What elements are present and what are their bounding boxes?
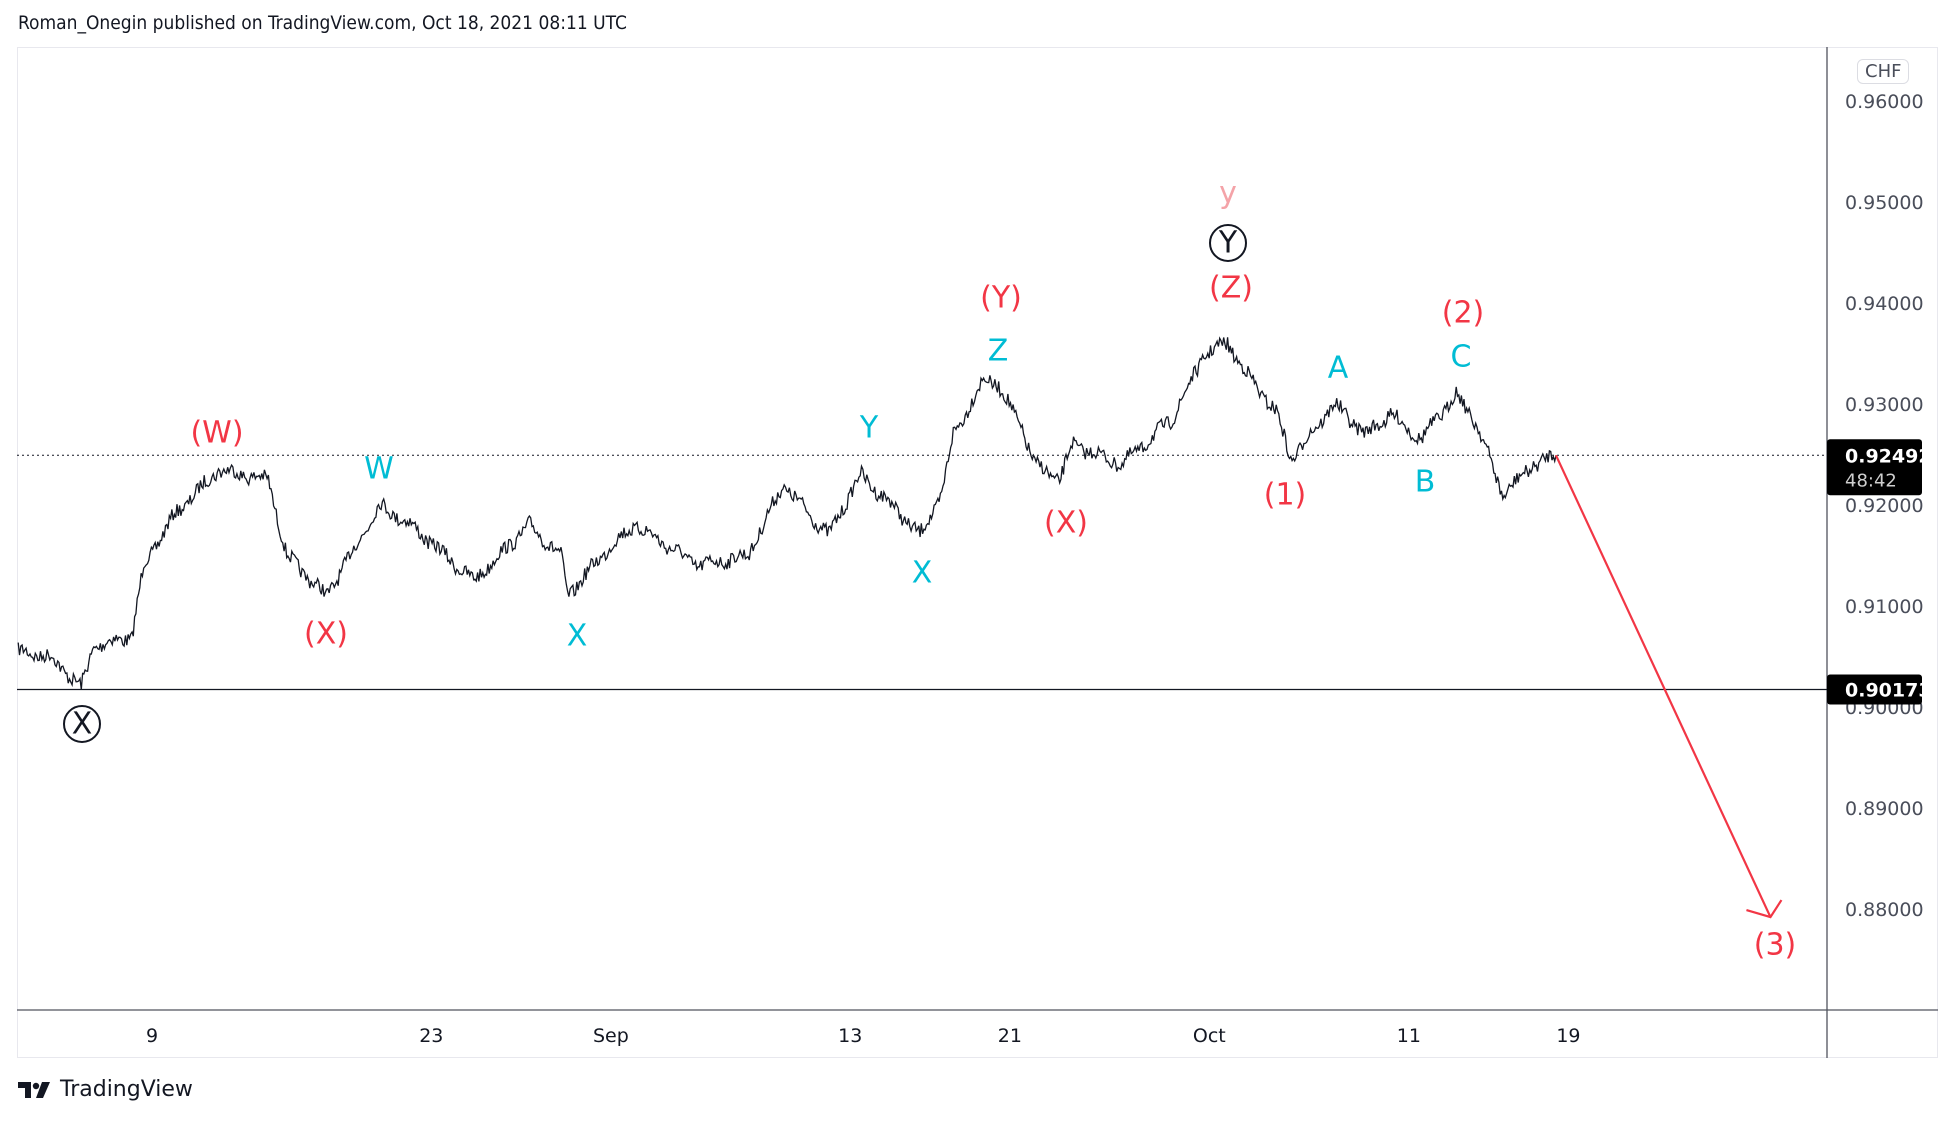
wave-label[interactable]: (3) xyxy=(1754,928,1797,963)
time-axis[interactable]: 9 23 Sep 13 21 Oct 11 19 xyxy=(146,1025,1581,1047)
logo-text: TradingView xyxy=(60,1077,193,1102)
horizontal-line-tag xyxy=(1827,674,1922,705)
last-price-value: 0.92492 xyxy=(1845,445,1932,467)
tradingview-logo[interactable]: TradingView xyxy=(18,1077,193,1102)
time-tick-label: 23 xyxy=(419,1025,443,1047)
time-tick-label: 21 xyxy=(998,1025,1022,1047)
price-tick-label: 0.95000 xyxy=(1845,192,1924,214)
wave-label[interactable]: (X) xyxy=(1044,506,1088,541)
projection-arrow[interactable] xyxy=(1554,454,1783,919)
wave-label[interactable]: C xyxy=(1451,340,1472,375)
arrow-shaft xyxy=(1554,454,1772,918)
time-tick-label: 11 xyxy=(1397,1025,1421,1047)
wave-label[interactable]: Y xyxy=(1218,226,1238,261)
time-tick-label: 13 xyxy=(838,1025,862,1047)
wave-label[interactable]: B xyxy=(1415,465,1436,500)
wave-label[interactable]: (X) xyxy=(304,617,348,652)
price-tick-label: 0.88000 xyxy=(1845,899,1924,921)
wave-label[interactable]: Z xyxy=(988,334,1009,369)
currency-label[interactable]: CHF xyxy=(1857,59,1910,84)
last-price-tag xyxy=(1827,439,1922,496)
horizontal-line-value: 0.90173 xyxy=(1845,680,1932,702)
price-tick-label: 0.92000 xyxy=(1845,495,1924,517)
wave-label[interactable]: (1) xyxy=(1264,478,1307,513)
price-tick-label: 0.89000 xyxy=(1845,798,1924,820)
wave-label[interactable]: X xyxy=(72,707,93,742)
wave-label[interactable]: W xyxy=(364,452,394,487)
bar-countdown: 48:42 xyxy=(1845,470,1897,491)
wave-label[interactable]: A xyxy=(1328,351,1349,386)
wave-circle-icon xyxy=(63,705,101,743)
wave-label[interactable]: (2) xyxy=(1442,296,1485,331)
wave-label[interactable]: y xyxy=(1219,176,1237,211)
wave-label[interactable]: Y xyxy=(859,411,879,446)
arrow-head-icon xyxy=(1746,899,1783,919)
time-tick-label: Oct xyxy=(1193,1025,1226,1047)
time-tick-label: Sep xyxy=(593,1025,629,1047)
time-tick-label: 19 xyxy=(1556,1025,1580,1047)
publish-header: Roman_Onegin published on TradingView.co… xyxy=(18,12,627,34)
chart-frame xyxy=(17,47,1938,1058)
wave-circle-icon xyxy=(1209,224,1247,262)
price-tick-label: 0.93000 xyxy=(1845,394,1924,416)
wave-label[interactable]: X xyxy=(567,619,588,654)
price-tick-label: 0.94000 xyxy=(1845,293,1924,315)
price-tick-label: 0.91000 xyxy=(1845,596,1924,618)
wave-label[interactable]: (Z) xyxy=(1209,271,1253,306)
wave-label[interactable]: (Y) xyxy=(980,281,1022,316)
price-tick-label: 0.96000 xyxy=(1845,91,1924,113)
time-tick-label: 9 xyxy=(146,1025,158,1047)
tradingview-logo-icon xyxy=(18,1081,50,1098)
wave-label[interactable]: (W) xyxy=(190,416,243,451)
wave-label[interactable]: X xyxy=(912,556,933,591)
price-axis[interactable]: 0.96000 0.95000 0.94000 0.93000 0.92000 0.910… xyxy=(1845,91,1924,921)
price-series-line xyxy=(17,336,1557,690)
